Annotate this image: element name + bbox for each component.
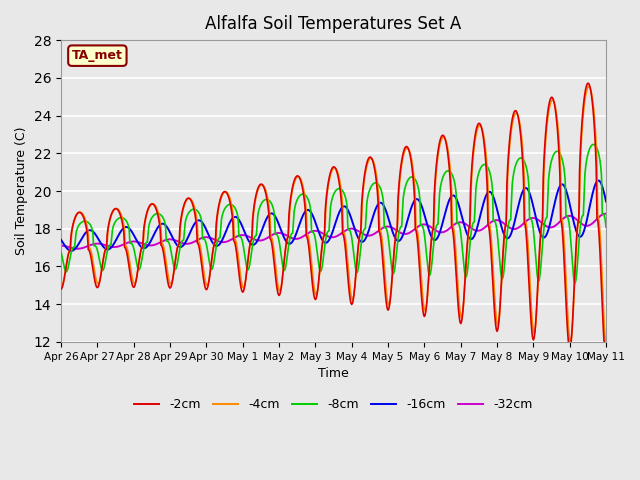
Text: TA_met: TA_met — [72, 49, 123, 62]
Title: Alfalfa Soil Temperatures Set A: Alfalfa Soil Temperatures Set A — [205, 15, 461, 33]
X-axis label: Time: Time — [318, 367, 349, 380]
Y-axis label: Soil Temperature (C): Soil Temperature (C) — [15, 127, 28, 255]
Legend: -2cm, -4cm, -8cm, -16cm, -32cm: -2cm, -4cm, -8cm, -16cm, -32cm — [129, 394, 538, 417]
